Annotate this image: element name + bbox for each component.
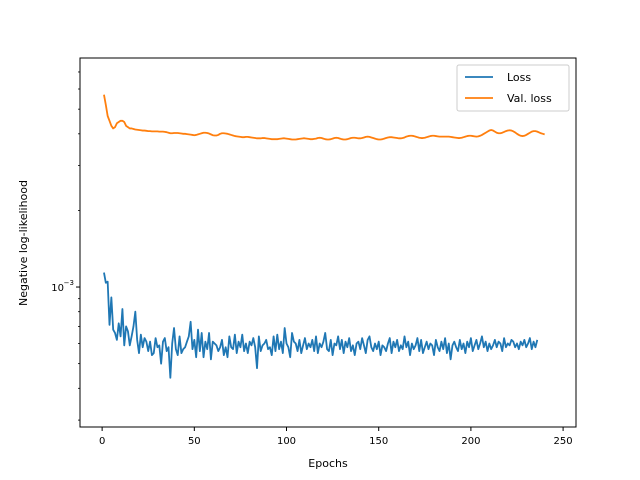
- y-axis: 10 −3: [51, 71, 80, 421]
- plot-area: [79, 57, 577, 428]
- y-axis-label: Negative log-likelihood: [17, 180, 30, 306]
- x-axis-label: Epochs: [308, 457, 348, 470]
- x-tick-label: 250: [554, 436, 573, 447]
- axes-frame: [79, 57, 577, 428]
- series-line-val-loss: [103, 94, 545, 141]
- y-tick-label: 10: [51, 283, 64, 294]
- legend-label-val-loss: Val. loss: [507, 92, 552, 105]
- legend-label-loss: Loss: [507, 71, 531, 84]
- x-tick-label: 150: [369, 436, 388, 447]
- x-tick-label: 0: [99, 436, 105, 447]
- x-tick-label: 200: [461, 436, 480, 447]
- series-layer: [103, 94, 545, 379]
- x-axis: 0 50 100 150 200 250: [99, 427, 573, 447]
- x-tick-label: 50: [188, 436, 201, 447]
- y-tick-exponent: −3: [64, 279, 74, 287]
- x-tick-label: 100: [277, 436, 296, 447]
- legend: Loss Val. loss: [456, 64, 570, 112]
- series-line-loss: [103, 272, 539, 379]
